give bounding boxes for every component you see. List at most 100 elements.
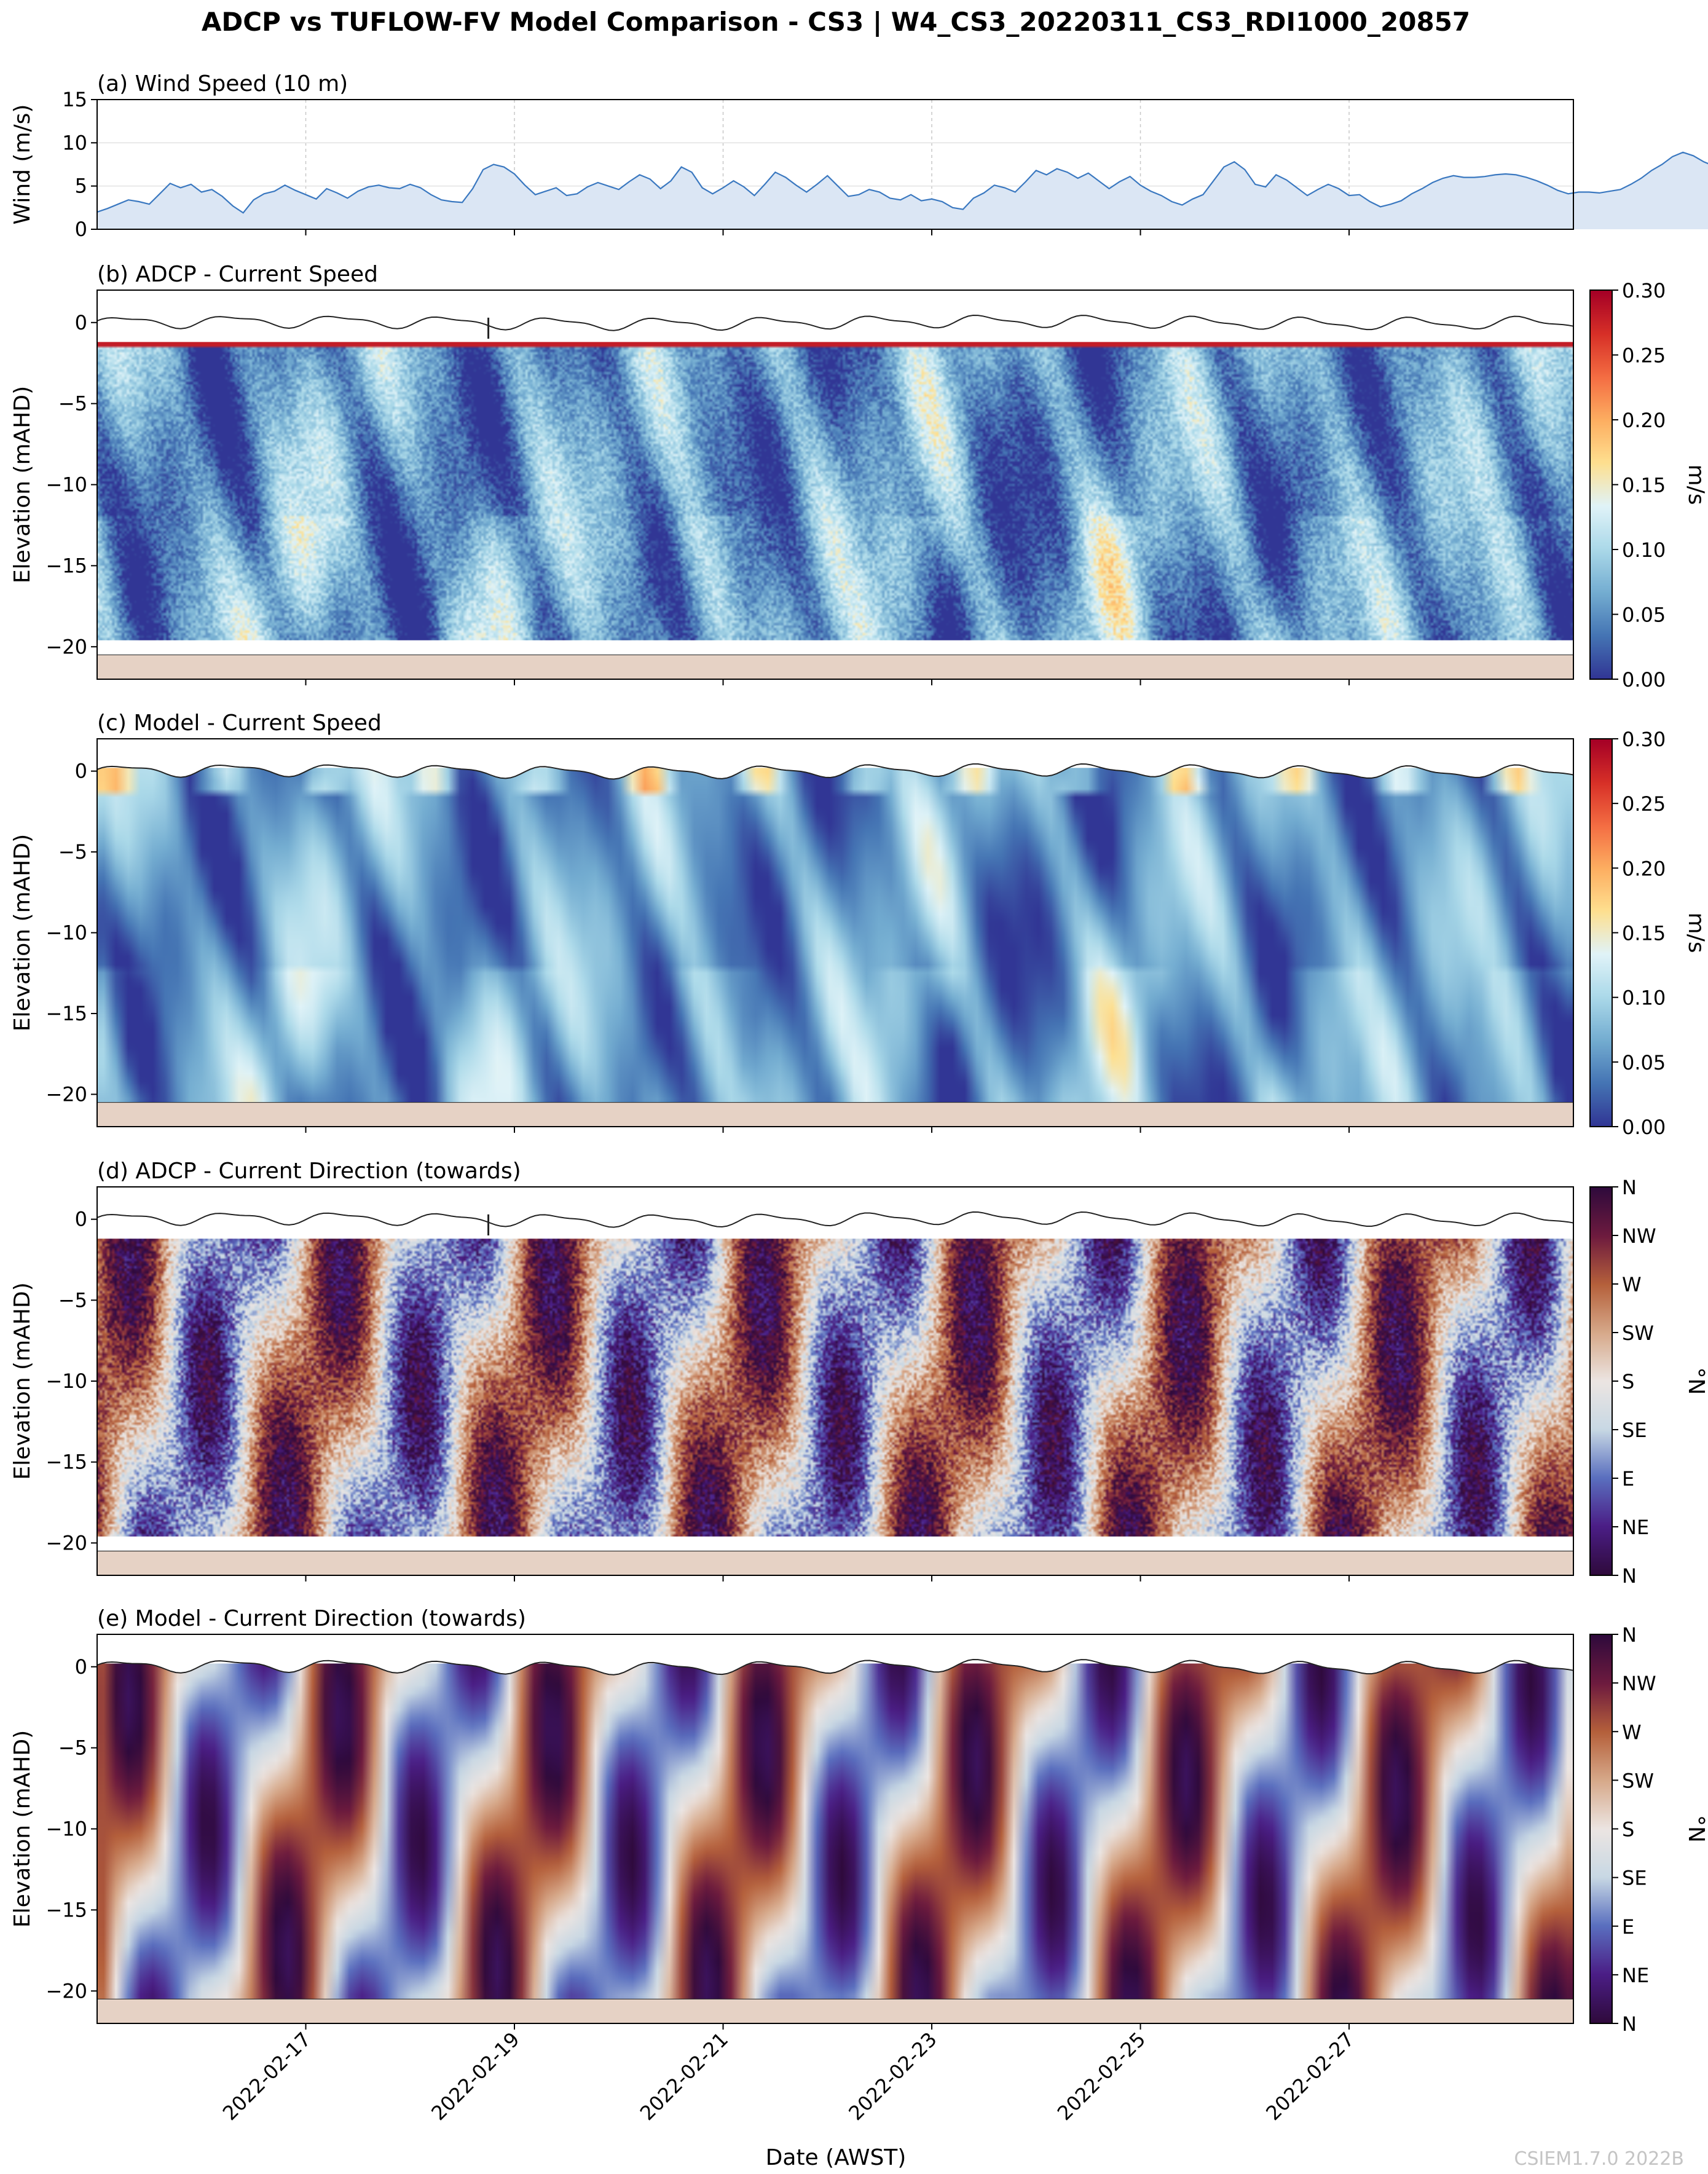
axes-frame-c bbox=[96, 738, 1574, 1127]
panel-b: (b) ADCP - Current Speed Elevation (mAHD)… bbox=[10, 262, 1708, 691]
colorbar-tick-label: SE bbox=[1622, 1867, 1647, 1890]
seabed-band bbox=[97, 1551, 1573, 1575]
y-tick-label: 0 bbox=[75, 311, 87, 334]
y-tick-label: 0 bbox=[75, 1208, 87, 1231]
colorbar-tick-label: 0.15 bbox=[1622, 922, 1666, 945]
water-surface-line bbox=[96, 314, 1574, 331]
y-tick-label: −15 bbox=[45, 554, 87, 577]
y-tick-label: −10 bbox=[45, 1818, 87, 1841]
colorbar-tick-label: 0.10 bbox=[1622, 538, 1666, 562]
colorbar-tick-label: 0.00 bbox=[1622, 1116, 1666, 1139]
wind-series-line bbox=[96, 151, 1708, 214]
colorbar-label-e: °N bbox=[1683, 1815, 1708, 1843]
y-tick-label: −20 bbox=[45, 1082, 87, 1106]
y-axis-label-d: Elevation (mAHD) bbox=[10, 1282, 35, 1479]
colorbar-tick-label: SE bbox=[1622, 1419, 1647, 1442]
y-tick-label: −5 bbox=[58, 392, 87, 416]
seabed-band bbox=[97, 655, 1573, 679]
colorbar-tick-label: 0.05 bbox=[1622, 1051, 1666, 1074]
heatmap-c bbox=[97, 768, 1573, 1103]
colorbar-tick-label: W bbox=[1622, 1720, 1642, 1744]
x-tick-label: 2022-02-17 bbox=[218, 2028, 315, 2125]
panel-title-c: (c) Model - Current Speed bbox=[97, 711, 382, 736]
y-tick-label: −5 bbox=[58, 1736, 87, 1760]
y-axis-label-b: Elevation (mAHD) bbox=[10, 386, 35, 583]
seabed-band bbox=[97, 1102, 1573, 1127]
colorbar-b bbox=[1590, 290, 1612, 679]
panel-d: (d) ADCP - Current Direction (towards) El… bbox=[10, 1159, 1708, 1588]
colorbar-tick-label: N bbox=[1622, 1176, 1637, 1199]
panel-e: (e) Model - Current Direction (towards) E… bbox=[10, 1606, 1708, 2125]
colorbar-tick-label: 0.10 bbox=[1622, 987, 1666, 1010]
heatmap-e bbox=[97, 1663, 1573, 1999]
colorbar-tick-label: N bbox=[1622, 1564, 1637, 1588]
colorbar-label-b: m/s bbox=[1683, 465, 1708, 505]
colorbar-tick-label: SW bbox=[1622, 1321, 1654, 1345]
colorbar-label-d: °N bbox=[1683, 1368, 1708, 1395]
y-tick-label: 10 bbox=[62, 131, 87, 154]
panel-title-e: (e) Model - Current Direction (towards) bbox=[97, 1606, 526, 1631]
panel-title-b: (b) ADCP - Current Speed bbox=[97, 262, 378, 287]
axes-frame-e bbox=[96, 1634, 1574, 2024]
colorbar-tick-label: 0.30 bbox=[1622, 279, 1666, 302]
axes-frame-d bbox=[96, 1186, 1574, 1576]
colorbar-tick-label: S bbox=[1622, 1370, 1634, 1393]
colorbar-tick-label: 0.00 bbox=[1622, 668, 1666, 691]
y-axis-label-c: Elevation (mAHD) bbox=[10, 834, 35, 1031]
panel-c: (c) Model - Current Speed Elevation (mAHD… bbox=[10, 711, 1708, 1139]
axes-frame-b bbox=[96, 289, 1574, 680]
panel-title-a: (a) Wind Speed (10 m) bbox=[97, 71, 348, 96]
colorbar-tick-label: NW bbox=[1622, 1224, 1656, 1248]
y-tick-label: −10 bbox=[45, 1369, 87, 1393]
water-surface-line bbox=[96, 1658, 1574, 1676]
x-tick-label: 2022-02-27 bbox=[1261, 2028, 1358, 2125]
seabed-band bbox=[97, 1999, 1573, 2023]
x-tick-label: 2022-02-23 bbox=[844, 2028, 941, 2125]
y-tick-label: −10 bbox=[45, 473, 87, 497]
colorbar-tick-label: N bbox=[1622, 1623, 1637, 1647]
colorbar-tick-label: 0.05 bbox=[1622, 604, 1666, 627]
colorbar-tick-label: 0.30 bbox=[1622, 728, 1666, 751]
y-tick-label: 0 bbox=[75, 1655, 87, 1679]
y-axis-label-a: Wind (m/s) bbox=[10, 104, 35, 225]
x-axis-label: Date (AWST) bbox=[766, 2145, 907, 2170]
panel-a: (a) Wind Speed (10 m) Wind (m/s) 0 5 10 15 bbox=[10, 71, 1708, 241]
colorbar-label-c: m/s bbox=[1683, 913, 1708, 953]
heatmap-d bbox=[97, 1239, 1573, 1537]
colorbar-tick-label: NW bbox=[1622, 1672, 1656, 1695]
y-tick-label: −15 bbox=[45, 1898, 87, 1921]
watermark: CSIEM1.7.0 2022B bbox=[1514, 2148, 1684, 2170]
axes-frame-a bbox=[96, 99, 1574, 230]
colorbar-tick-label: E bbox=[1622, 1915, 1634, 1939]
y-tick-label: −20 bbox=[45, 635, 87, 658]
colorbar-tick-label: 0.15 bbox=[1622, 474, 1666, 497]
colorbar-d bbox=[1590, 1187, 1612, 1575]
y-tick-label: −20 bbox=[45, 1531, 87, 1554]
colorbar-tick-label: W bbox=[1622, 1273, 1642, 1296]
y-tick-label: −5 bbox=[58, 840, 87, 864]
colorbar-tick-label: 0.20 bbox=[1622, 857, 1666, 880]
colorbar-tick-label: NE bbox=[1622, 1516, 1649, 1539]
water-surface-line bbox=[96, 763, 1574, 780]
y-tick-label: 0 bbox=[75, 218, 87, 241]
colorbar-tick-label: 0.20 bbox=[1622, 409, 1666, 432]
colorbar-tick-label: S bbox=[1622, 1818, 1634, 1841]
panel-title-d: (d) ADCP - Current Direction (towards) bbox=[97, 1159, 521, 1184]
y-tick-label: −15 bbox=[45, 1002, 87, 1025]
x-tick-label: 2022-02-19 bbox=[427, 2028, 524, 2125]
y-tick-label: 5 bbox=[75, 175, 87, 198]
wind-area bbox=[97, 152, 1708, 229]
colorbar-tick-label: NE bbox=[1622, 1964, 1649, 1987]
y-tick-label: −5 bbox=[58, 1288, 87, 1312]
y-axis-label-e: Elevation (mAHD) bbox=[10, 1730, 35, 1928]
x-tick-label: 2022-02-21 bbox=[636, 2028, 733, 2125]
colorbar-tick-label: E bbox=[1622, 1467, 1634, 1491]
colorbar-e bbox=[1590, 1634, 1612, 2023]
water-surface-line bbox=[96, 1211, 1574, 1228]
figure-title: ADCP vs TUFLOW-FV Model Comparison - CS3… bbox=[202, 7, 1470, 37]
x-tick-label: 2022-02-25 bbox=[1053, 2028, 1150, 2125]
y-tick-label: 15 bbox=[62, 88, 87, 111]
colorbar-c bbox=[1590, 739, 1612, 1127]
y-tick-label: −15 bbox=[45, 1451, 87, 1474]
